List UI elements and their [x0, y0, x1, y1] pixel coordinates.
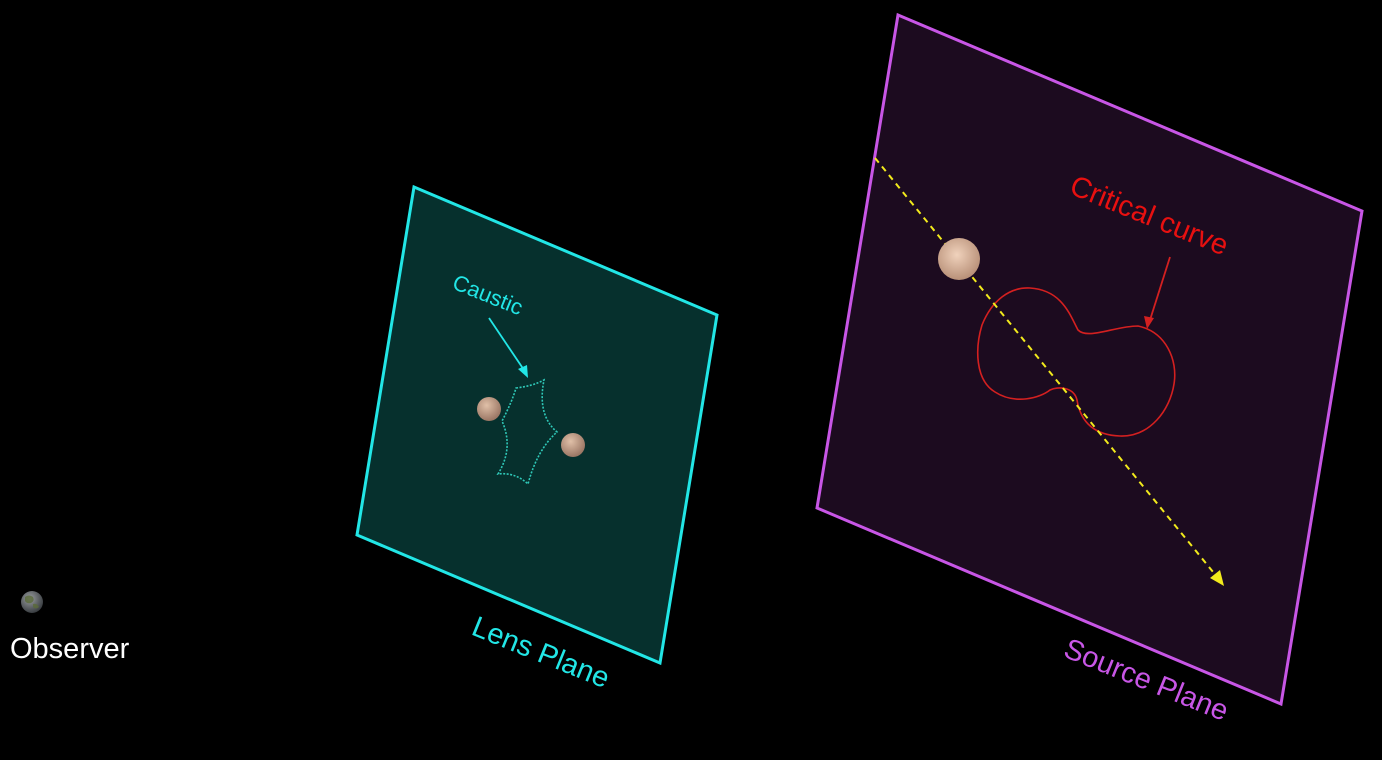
observer-label: Observer: [10, 633, 130, 665]
caustic-curve: [496, 378, 559, 486]
lens-plane-panel: [355, 184, 719, 666]
critical-curve-pointer: [1149, 256, 1171, 321]
caustic-arrowhead-icon: [518, 365, 528, 378]
critical-curve-arrowhead-icon: [1144, 316, 1154, 329]
source-body: [938, 238, 980, 280]
earth-landmass: [25, 595, 39, 609]
observer: Observer: [10, 591, 130, 665]
caustic-pointer: [488, 317, 525, 371]
lens-mass-1: [477, 397, 501, 421]
ray-arrowhead-icon: [1210, 570, 1224, 586]
source-plane: Critical curve Source Plane: [815, 12, 1364, 728]
source-plane-panel: [815, 12, 1364, 707]
lens-plane: Caustic Lens Plane: [355, 184, 719, 695]
light-ray: [874, 157, 1219, 579]
lens-mass-2: [561, 433, 585, 457]
